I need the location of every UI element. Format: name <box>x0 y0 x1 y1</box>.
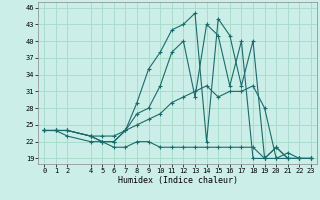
X-axis label: Humidex (Indice chaleur): Humidex (Indice chaleur) <box>118 176 238 185</box>
